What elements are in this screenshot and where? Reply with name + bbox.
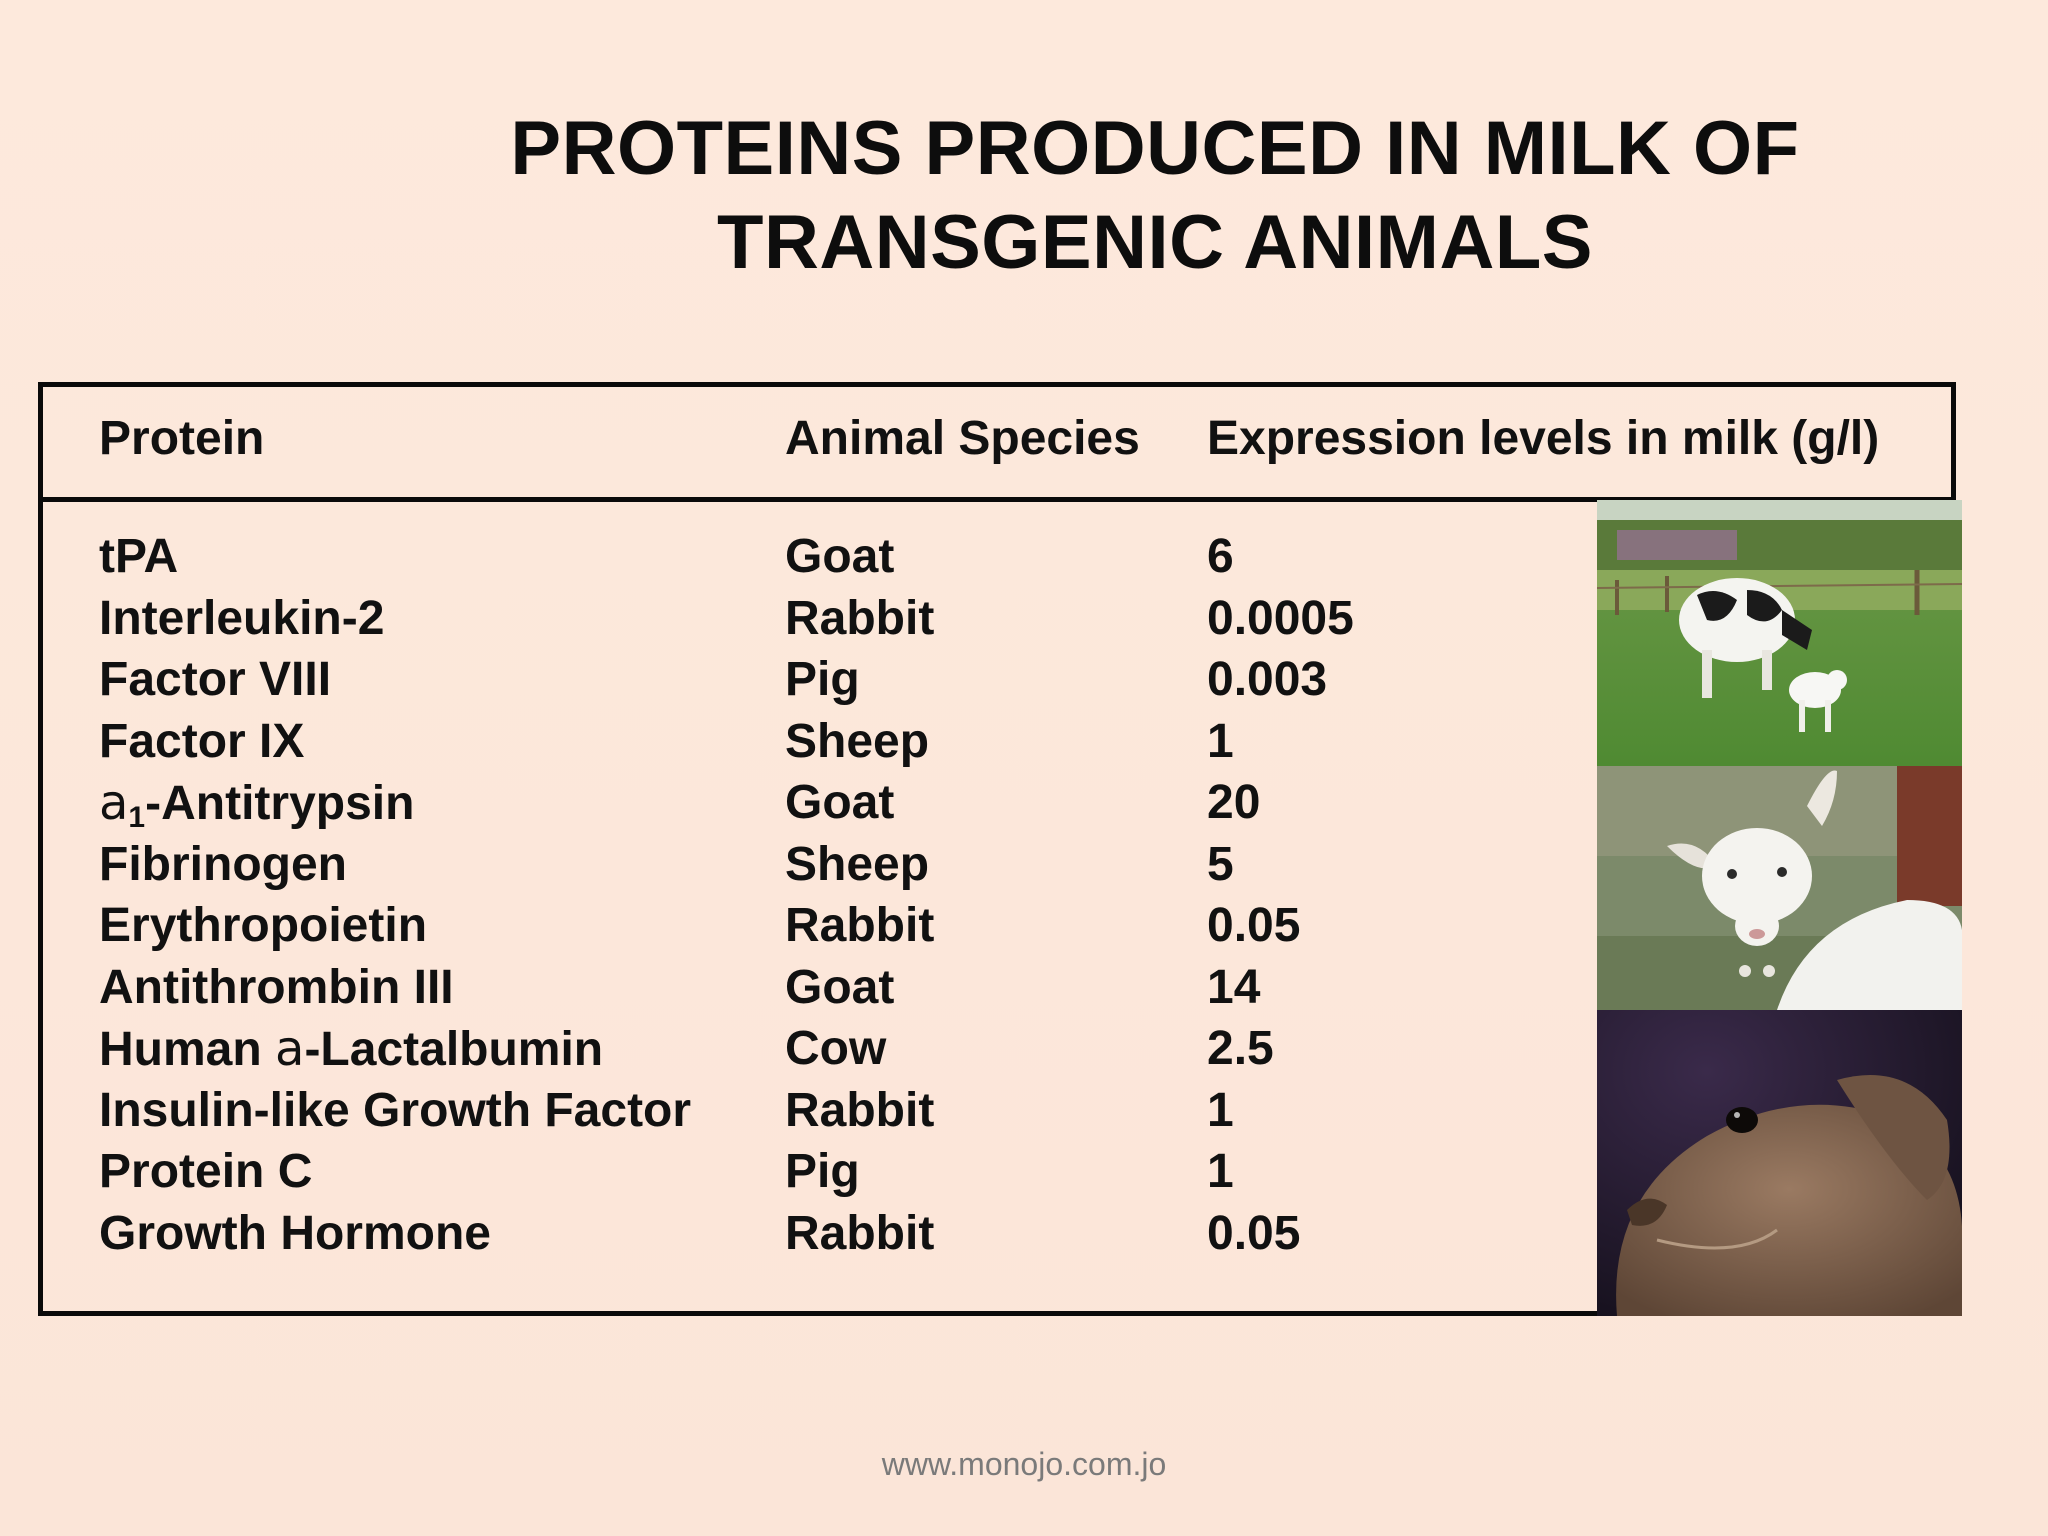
subscript-one: 1	[128, 801, 146, 834]
cell-protein: Interleukin-2	[99, 591, 385, 645]
table-row: Factor IX Sheep 1	[43, 712, 1951, 774]
cell-protein: Protein C	[99, 1145, 313, 1198]
cell-species: Goat	[785, 776, 895, 829]
table-row: Factor VIII Pig 0.003	[43, 650, 1951, 712]
cell-species: Sheep	[785, 837, 930, 891]
cell-species: Sheep	[785, 714, 930, 768]
cell-species: Rabbit	[785, 591, 935, 645]
table-body: tPA Goat 6 Interleukin-2 Rabbit 0.0005 F…	[43, 527, 1951, 1265]
cell-protein: Factor VIII	[99, 653, 332, 706]
protein-lead: Human	[99, 1023, 276, 1076]
cell-species: Pig	[785, 653, 860, 706]
table-row: Interleukin-2 Rabbit 0.0005	[43, 589, 1951, 651]
goat-photo	[1597, 766, 1962, 1010]
cell-protein: tPA	[99, 530, 179, 583]
protein-name: -Lactalbumin	[304, 1023, 604, 1076]
table-row: Erythropoietin Rabbit 0.05	[43, 896, 1951, 958]
cell-protein: Factor IX	[99, 714, 305, 768]
cell-level: 14	[1207, 960, 1261, 1014]
table-row: tPA Goat 6	[43, 527, 1951, 589]
header-divider	[43, 497, 1951, 502]
protein-table: Protein Animal Species Expression levels…	[38, 382, 1962, 1316]
table-row: Human a-Lactalbumin Cow 2.5	[43, 1019, 1951, 1081]
table-row: Fibrinogen Sheep 5	[43, 835, 1951, 897]
cell-protein: Growth Hormone	[99, 1206, 491, 1260]
table-row: Protein C Pig 1	[43, 1142, 1951, 1204]
cell-species: Rabbit	[785, 1083, 935, 1137]
header-animal-species: Animal Species	[785, 412, 1140, 465]
table-row: a1-Antitrypsin Goat 20	[43, 773, 1951, 835]
cell-level: 0.05	[1207, 1206, 1301, 1260]
header-expression-level: Expression levels in milk (g/l)	[1207, 412, 1880, 465]
alpha-symbol: a	[275, 1021, 305, 1077]
cell-species: Rabbit	[785, 1206, 935, 1260]
cell-species: Rabbit	[785, 899, 935, 952]
cell-level: 2.5	[1207, 1022, 1274, 1075]
table-row: Antithrombin III Goat 14	[43, 958, 1951, 1020]
slide-title: PROTEINS PRODUCED IN MILK OF TRANSGENIC …	[330, 102, 1980, 290]
cell-protein: Human a-Lactalbumin	[99, 1019, 603, 1080]
cell-species: Goat	[785, 960, 895, 1014]
footer-website: www.monojo.com.jo	[881, 1446, 1167, 1482]
cell-level: 0.003	[1207, 653, 1328, 706]
cell-species: Pig	[785, 1145, 860, 1198]
cell-level: 1	[1207, 1145, 1234, 1198]
rabbit-photo	[1597, 1010, 1962, 1316]
header-protein: Protein	[99, 412, 265, 465]
cell-level: 0.05	[1207, 899, 1301, 952]
cell-level: 5	[1207, 837, 1234, 891]
cell-protein: a1-Antitrypsin	[99, 773, 414, 848]
cell-level: 20	[1207, 776, 1261, 829]
cell-level: 1	[1207, 714, 1234, 768]
cell-protein: Erythropoietin	[99, 899, 428, 952]
cell-species: Cow	[785, 1022, 887, 1075]
cell-species: Goat	[785, 530, 895, 583]
cell-level: 0.0005	[1207, 591, 1354, 645]
alpha-symbol: a	[99, 775, 129, 831]
title-line-2: TRANSGENIC ANIMALS	[717, 200, 1593, 285]
title-line-1: PROTEINS PRODUCED IN MILK OF	[510, 106, 1800, 191]
cell-protein: Antithrombin III	[99, 960, 454, 1014]
animal-photos	[1597, 500, 1962, 1316]
cell-protein: Fibrinogen	[99, 837, 347, 891]
cell-protein: Insulin-like Growth Factor	[99, 1083, 692, 1137]
cell-level: 1	[1207, 1083, 1234, 1137]
protein-name: -Antitrypsin	[145, 777, 415, 830]
table-row: Growth Hormone Rabbit 0.05	[43, 1204, 1951, 1266]
cell-level: 6	[1207, 530, 1234, 583]
cow-and-calf-photo	[1597, 500, 1962, 766]
table-row: Insulin-like Growth Factor Rabbit 1	[43, 1081, 1951, 1143]
